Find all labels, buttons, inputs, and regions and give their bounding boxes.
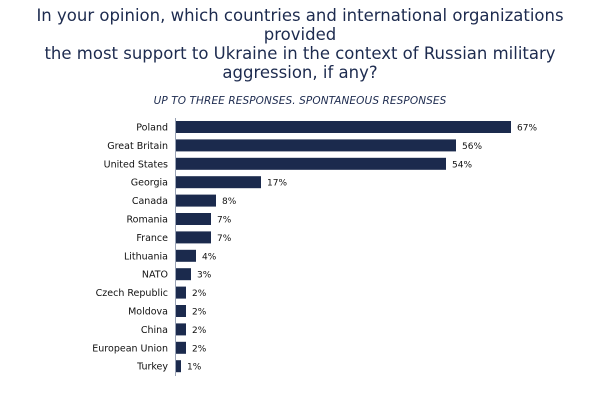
value-label-european-union: 2% [192,344,207,354]
value-label-china: 2% [192,326,207,336]
bar-european-union [176,341,186,354]
category-label-united-states: United States [104,159,168,170]
value-label-moldova: 2% [192,308,207,318]
category-label-moldova: Moldova [128,307,168,318]
bar-nato [176,268,191,281]
category-label-turkey: Turkey [136,362,168,373]
chart-subtitle: UP TO THREE RESPONSES. SPONTANEOUS RESPO… [153,95,447,107]
category-label-georgia: Georgia [131,178,168,189]
bar-turkey [176,360,181,373]
value-label-romania: 7% [217,216,232,226]
value-label-nato: 3% [197,271,212,281]
bar-czech-republic [176,286,186,299]
category-label-canada: Canada [132,196,168,207]
category-label-romania: Romania [126,215,168,226]
value-label-france: 7% [217,234,232,244]
category-label-great-britain: Great Britain [107,141,168,152]
bar-poland [176,121,511,133]
value-label-turkey: 1% [187,363,202,373]
title-line-1: In your opinion, which countries and int… [36,6,564,44]
bar-great-britain [176,139,456,152]
value-label-lithuania: 4% [202,252,217,262]
bar-france [176,231,211,244]
category-label-czech-republic: Czech Republic [96,288,168,299]
bar-moldova [176,305,186,317]
value-label-canada: 8% [222,197,237,207]
bar-georgia [176,176,261,189]
category-label-lithuania: Lithuania [124,251,168,262]
title-line-3: aggression, if any? [222,63,378,82]
bar-lithuania [176,249,196,262]
value-label-united-states: 54% [452,160,472,170]
bar-canada [176,194,216,207]
bar-romania [176,213,211,225]
bar-united-states [176,157,446,170]
value-label-poland: 67% [517,124,537,134]
category-label-european-union: European Union [92,343,168,354]
value-label-great-britain: 56% [462,142,482,152]
category-label-nato: NATO [142,270,168,281]
category-label-poland: Poland [136,123,168,134]
title-line-2: the most support to Ukraine in the conte… [44,44,556,63]
bars-group: Poland 67% Great Britain 56% United States 54… [92,121,537,373]
value-label-georgia: 17% [267,179,287,189]
chart-title: In your opinion, which countries and int… [0,6,600,82]
value-label-czech-republic: 2% [192,289,207,299]
category-label-france: France [136,233,168,244]
category-label-china: China [141,325,168,336]
bar-china [176,323,186,336]
